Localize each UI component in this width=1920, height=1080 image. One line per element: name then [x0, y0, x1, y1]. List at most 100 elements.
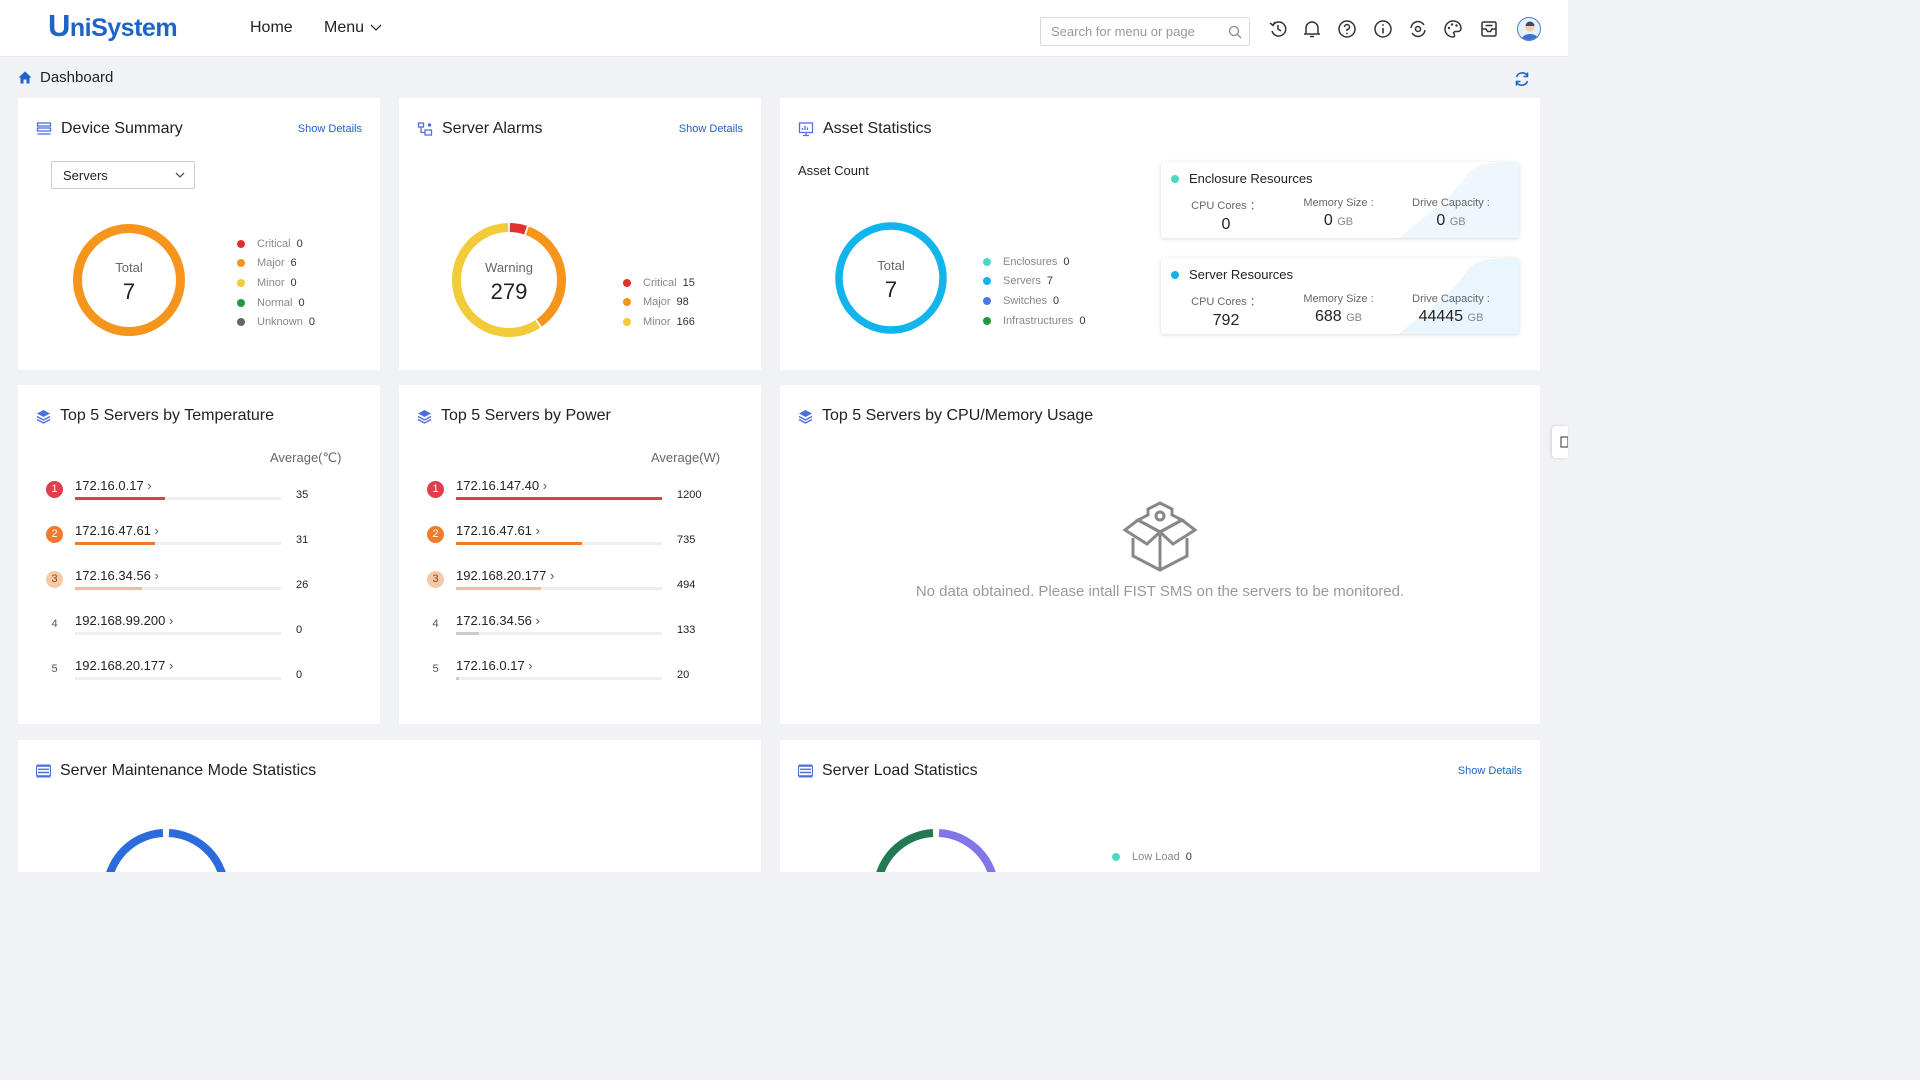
chevron-right-icon: › [150, 523, 159, 538]
device-summary-donut [73, 224, 185, 336]
nav-menu[interactable]: Menu [324, 19, 382, 37]
chevron-right-icon: › [546, 568, 555, 583]
legend-item[interactable]: Minor 0 [237, 273, 315, 293]
legend-item[interactable]: Infrastructures 0 [983, 311, 1085, 331]
legend-item[interactable]: Critical 0 [237, 234, 315, 254]
server-ip-link[interactable]: 172.16.147.40 › [456, 478, 547, 493]
app-logo[interactable]: UniSystem [48, 8, 178, 43]
device-type-select[interactable]: Servers [51, 161, 195, 189]
device-summary-title: Device Summary [36, 120, 183, 138]
user-avatar[interactable] [1517, 17, 1541, 41]
asset-statistics-title-text: Asset Statistics [823, 120, 932, 137]
search-icon[interactable] [1228, 25, 1242, 39]
server-alarms-center-value: 279 [490, 279, 528, 304]
legend-item[interactable]: Critical 15 [623, 273, 695, 293]
info-icon[interactable] [1373, 19, 1393, 39]
device-summary-center: Total 7 [71, 260, 187, 305]
donut-segment-major[interactable] [525, 226, 566, 327]
enclosure-memory-label: Memory Size : [1303, 197, 1374, 209]
search-box[interactable] [1040, 17, 1250, 46]
server-ip-link[interactable]: 192.168.20.177 › [456, 568, 554, 583]
device-summary-show-details-link[interactable]: Show Details [297, 123, 362, 135]
rank-badge: 3 [46, 571, 63, 588]
bell-icon[interactable] [1302, 19, 1322, 39]
legend-item[interactable]: Normal 0 [237, 293, 315, 313]
maintenance-card: Server Maintenance Mode Statistics [18, 740, 761, 872]
server-ip-link[interactable]: 192.168.20.177 › [75, 658, 173, 673]
legend-value: 0 [1063, 255, 1070, 268]
legend-label: Major [643, 296, 671, 309]
layers-icon [36, 409, 51, 424]
enclosure-resources-title: Enclosure Resources [1171, 171, 1313, 186]
legend-item[interactable]: Low Load 0 [1112, 847, 1192, 867]
enclosure-cpu-label: CPU Cores ： [1191, 200, 1261, 212]
legend-item[interactable]: Unknown 0 [237, 312, 315, 332]
search-input[interactable] [1041, 18, 1221, 45]
rank-row: 5 172.16.0.17 › 20 [399, 652, 762, 692]
device-type-select-value: Servers [63, 168, 108, 183]
server-ip: 172.16.47.61 [456, 523, 532, 538]
rank-bar-track [456, 497, 662, 500]
server-load-show-details-link[interactable]: Show Details [1457, 765, 1522, 777]
sync-settings-icon[interactable] [1408, 19, 1428, 39]
server-alarms-card: Server Alarms Show Details Warning 279 C… [399, 98, 761, 370]
alarm-network-icon [417, 122, 433, 136]
server-ip-link[interactable]: 172.16.0.17 › [456, 658, 533, 673]
asset-count-center-key: Total [877, 258, 905, 273]
legend-dot [983, 257, 991, 266]
server-ip-link[interactable]: 172.16.0.17 › [75, 478, 152, 493]
nav-home[interactable]: Home [250, 19, 293, 36]
help-icon[interactable] [1337, 19, 1357, 39]
rank-value: 35 [296, 489, 309, 501]
legend-item[interactable]: Switches 0 [983, 291, 1085, 311]
rank-value: 735 [677, 534, 696, 546]
chevron-down-icon [370, 24, 382, 31]
rank-row: 4 172.16.34.56 › 133 [399, 607, 762, 647]
legend-item[interactable]: Major 98 [623, 293, 695, 313]
server-resources-title-text: Server Resources [1189, 267, 1294, 282]
refresh-icon[interactable] [1513, 70, 1531, 88]
chevron-right-icon: › [531, 523, 540, 538]
palette-icon[interactable] [1443, 19, 1463, 39]
rank-bar-fill [456, 632, 479, 635]
server-drive-unit: GB [1467, 312, 1484, 324]
server-ip-link[interactable]: 172.16.34.56 › [75, 568, 159, 583]
server-load-title-text: Server Load Statistics [822, 762, 978, 779]
rank-badge: 5 [432, 663, 439, 675]
rank-bar-track [456, 677, 662, 680]
server-alarms-center: Warning 279 [449, 260, 569, 305]
rank-badge: 3 [427, 571, 444, 588]
server-alarms-show-details-link[interactable]: Show Details [678, 123, 743, 135]
device-summary-card: Device Summary Show Details Servers Tota… [18, 98, 380, 370]
server-ip-link[interactable]: 192.168.99.200 › [75, 613, 173, 628]
rank-bar-track [75, 677, 281, 680]
legend-dot [237, 239, 245, 248]
rank-bar-fill [456, 542, 583, 545]
server-ip-link[interactable]: 172.16.47.61 › [456, 523, 540, 538]
chevron-right-icon: › [531, 613, 540, 628]
book-icon [1560, 436, 1568, 448]
server-ip-link[interactable]: 172.16.34.56 › [456, 613, 540, 628]
server-ip-link[interactable]: 172.16.47.61 › [75, 523, 159, 538]
donut-segment-critical[interactable] [509, 223, 527, 235]
message-box-icon[interactable] [1479, 19, 1499, 39]
enclosure-cpu: CPU Cores ： 0 [1191, 197, 1261, 234]
legend-item[interactable]: Minor 166 [623, 312, 695, 332]
enclosure-memory: Memory Size : 0 GB [1296, 197, 1381, 230]
history-icon[interactable] [1268, 19, 1288, 39]
legend-item[interactable]: Major 6 [237, 254, 315, 274]
legend-item[interactable]: Enclosures 0 [983, 252, 1085, 272]
top-temperature-title-text: Top 5 Servers by Temperature [60, 407, 275, 424]
legend-dot [983, 277, 991, 286]
legend-item[interactable]: Servers 7 [983, 272, 1085, 292]
server-ip: 172.16.34.56 [456, 613, 532, 628]
side-panel-toggle[interactable] [1552, 426, 1568, 458]
legend-dot [237, 278, 245, 287]
rank-bar-fill [456, 497, 662, 500]
donut-segment-minor[interactable] [452, 223, 541, 337]
legend-dot [983, 296, 991, 305]
server-load-card: Server Load Statistics Show Details Low … [780, 740, 1540, 872]
server-load-donut [876, 829, 996, 872]
legend-label: Low Load [1132, 850, 1180, 863]
device-summary-center-key: Total [115, 260, 143, 275]
